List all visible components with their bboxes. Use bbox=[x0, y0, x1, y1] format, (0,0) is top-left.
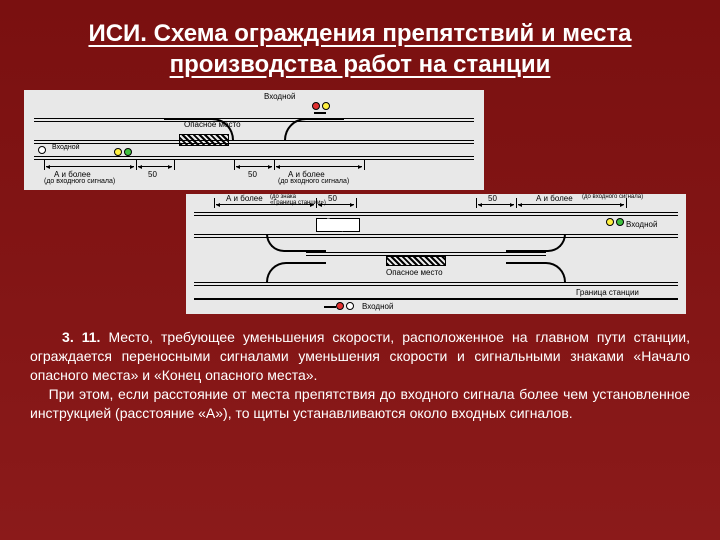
track-curve bbox=[266, 234, 326, 252]
signal-post-icon bbox=[314, 112, 326, 114]
hazard-zone-icon bbox=[386, 256, 446, 266]
signal-w-icon bbox=[346, 302, 354, 310]
track-curve bbox=[266, 262, 326, 282]
caption-p1: 3. 11. Место, требующее уменьшения скоро… bbox=[30, 328, 690, 385]
label-vhodnoy-left: Входной bbox=[52, 144, 80, 151]
slide: ИСИ. Схема ограждения препятствий и мест… bbox=[0, 0, 720, 540]
dim-arrow bbox=[46, 166, 134, 167]
caption-text2: При этом, если расстояние от места препя… bbox=[30, 386, 690, 421]
diagram-top: Входной Опасное место Входной bbox=[24, 90, 484, 190]
label-vhod-b: Входной bbox=[362, 302, 393, 311]
label-note-sign: (до знака «Граница станции») bbox=[270, 194, 326, 206]
track-curve bbox=[284, 118, 344, 140]
dim-arrow bbox=[276, 166, 362, 167]
dim-tick bbox=[44, 160, 45, 170]
dim-arrow bbox=[138, 166, 172, 167]
track-top bbox=[34, 118, 474, 122]
label-am2: А и более bbox=[536, 194, 573, 203]
dim-tick bbox=[234, 160, 235, 170]
track-curve bbox=[164, 118, 234, 140]
label-gran2: Граница станции bbox=[576, 288, 639, 297]
label-502-1: 50 bbox=[328, 194, 337, 203]
signal-white-icon bbox=[38, 146, 46, 154]
label-50-2: 50 bbox=[248, 170, 257, 179]
caption-block: 3. 11. Место, требующее уменьшения скоро… bbox=[24, 328, 696, 422]
track-4 bbox=[194, 282, 678, 286]
dim-tick bbox=[274, 160, 275, 170]
dim-tick bbox=[174, 160, 175, 170]
signal-y-icon bbox=[114, 148, 122, 156]
slide-title: ИСИ. Схема ограждения препятствий и мест… bbox=[24, 18, 696, 80]
track-curve bbox=[506, 234, 566, 252]
track-bot bbox=[34, 156, 474, 160]
signal-red-icon bbox=[312, 102, 320, 110]
label-note2: (до входного сигнала) bbox=[278, 178, 349, 185]
label-am1: А и более bbox=[226, 194, 263, 203]
dim-tick bbox=[136, 160, 137, 170]
dim-tick bbox=[516, 198, 517, 208]
track-curve bbox=[506, 262, 566, 282]
label-note-sig: (до входного сигнала) bbox=[582, 194, 643, 200]
signal-g-icon bbox=[616, 218, 624, 226]
dim-tick bbox=[476, 198, 477, 208]
signal-y-icon bbox=[606, 218, 614, 226]
caption-text1: Место, требующее уменьшения скорости, ра… bbox=[30, 329, 690, 383]
track-1 bbox=[194, 212, 678, 216]
label-vhodnoy-top: Входной bbox=[264, 92, 295, 101]
label-50-1: 50 bbox=[148, 170, 157, 179]
track-5 bbox=[194, 298, 678, 300]
label-vhod-r: Входной bbox=[626, 220, 657, 229]
caption-p2: При этом, если расстояние от места препя… bbox=[30, 385, 690, 423]
signal-yellow-icon bbox=[322, 102, 330, 110]
dim-arrow bbox=[236, 166, 272, 167]
dim-tick bbox=[356, 198, 357, 208]
signal-g-icon bbox=[124, 148, 132, 156]
caption-num: 3. 11. bbox=[62, 329, 100, 345]
label-opasnoe2: Опасное место bbox=[386, 268, 443, 277]
diagram-area: Входной Опасное место Входной bbox=[24, 90, 696, 314]
label-note: (до входного сигнала) bbox=[44, 178, 115, 185]
signal-post-icon bbox=[324, 306, 336, 308]
track-mid bbox=[34, 140, 474, 144]
granitsa-box: Граница станции bbox=[316, 218, 360, 232]
dim-arrow bbox=[478, 204, 514, 205]
signal-r-icon bbox=[336, 302, 344, 310]
dim-tick bbox=[214, 198, 215, 208]
dim-tick bbox=[364, 160, 365, 170]
label-502-2: 50 bbox=[488, 194, 497, 203]
dim-arrow bbox=[518, 204, 624, 205]
diagram-bottom: А и более (до знака «Граница станции») 5… bbox=[186, 194, 686, 314]
